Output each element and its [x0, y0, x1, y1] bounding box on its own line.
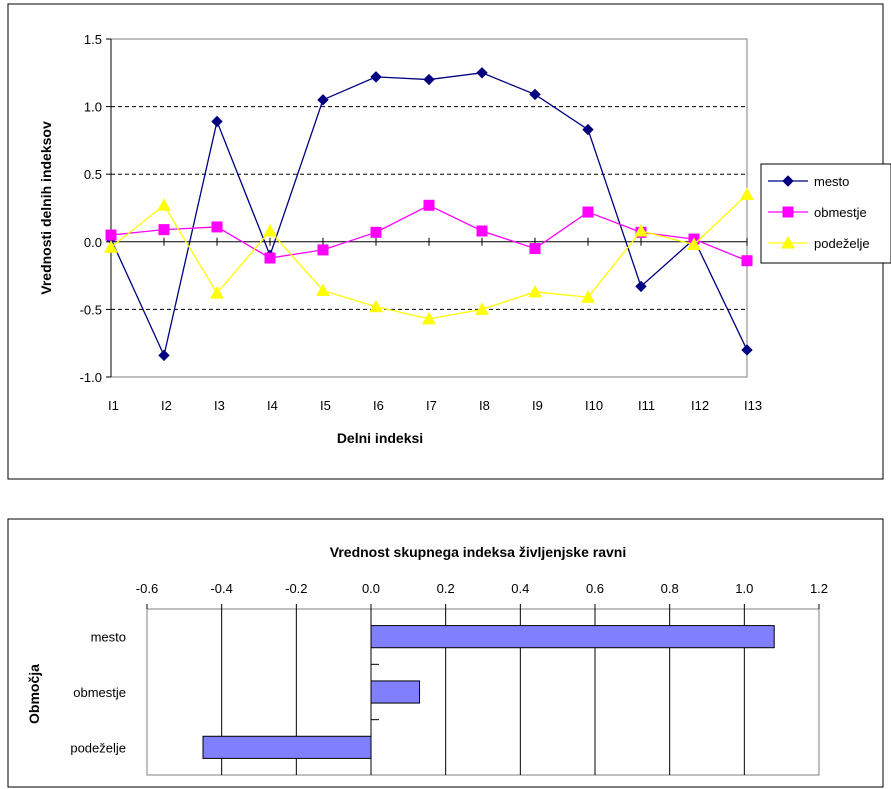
line-chart-x-tick-label: I3	[214, 398, 225, 413]
line-chart-x-tick-label: I5	[320, 398, 331, 413]
line-chart-y-tick-label: -0.5	[80, 302, 102, 317]
bar-chart-x-tick-label: -0.4	[210, 581, 232, 596]
line-chart-y-tick-label: 1.0	[84, 100, 102, 115]
line-chart-x-axis-label: Delni indeksi	[337, 430, 423, 446]
legend-marker	[783, 207, 793, 217]
bar-chart-x-tick-label: 0.6	[586, 581, 604, 596]
line-chart-x-tick-label: I4	[267, 398, 278, 413]
data-point	[159, 225, 169, 235]
data-point	[265, 253, 275, 263]
bar-chart-x-tick-label: -0.2	[285, 581, 307, 596]
line-chart-y-tick-label: 0.5	[84, 167, 102, 182]
bar-chart-x-tick-label: 1.2	[810, 581, 828, 596]
data-point	[318, 245, 328, 255]
line-chart-x-tick-label: I10	[585, 398, 603, 413]
bar-chart-category-label: mesto	[91, 630, 126, 645]
bar	[371, 626, 774, 648]
bar	[203, 736, 371, 758]
legend-label: podeželje	[814, 236, 870, 251]
bar-chart-x-tick-label: -0.6	[136, 581, 158, 596]
bar-chart-y-axis-label: Območja	[26, 664, 42, 724]
line-chart-x-tick-label: I12	[691, 398, 709, 413]
line-chart-y-tick-label: 0.0	[84, 235, 102, 250]
line-chart-x-tick-label: I7	[426, 398, 437, 413]
line-chart-y-tick-label: -1.0	[80, 370, 102, 385]
line-chart-x-tick-label: I13	[744, 398, 762, 413]
bar-chart-x-tick-label: 1.0	[735, 581, 753, 596]
line-chart-x-tick-label: I9	[532, 398, 543, 413]
data-point	[106, 230, 116, 240]
line-chart-x-tick-label: I1	[108, 398, 119, 413]
data-point	[530, 244, 540, 254]
data-point	[477, 226, 487, 236]
data-point	[742, 256, 752, 266]
line-chart-x-tick-label: I11	[638, 398, 655, 413]
bar-chart-x-tick-label: 0.2	[437, 581, 455, 596]
line-chart-x-tick-label: I2	[161, 398, 172, 413]
data-point	[371, 227, 381, 237]
line-chart-x-tick-label: I8	[479, 398, 490, 413]
bar-chart-category-label: podeželje	[70, 740, 126, 755]
legend-label: obmestje	[814, 205, 867, 220]
data-point	[583, 207, 593, 217]
line-chart-y-axis-label: Vrednosti delnih indeksov	[38, 121, 54, 295]
data-point	[212, 222, 222, 232]
bar-chart-x-tick-label: 0.4	[511, 581, 529, 596]
bar-chart-title: Vrednost skupnega indeksa življenjske ra…	[330, 544, 626, 560]
bar-chart-x-tick-label: 0.8	[661, 581, 679, 596]
line-chart-y-tick-label: 1.5	[84, 32, 102, 47]
line-chart-x-tick-label: I6	[373, 398, 384, 413]
legend-label: mesto	[814, 174, 849, 189]
data-point	[424, 200, 434, 210]
bar	[371, 681, 420, 703]
bar-chart-category-label: obmestje	[73, 685, 126, 700]
bar-chart-x-tick-label: 0.0	[362, 581, 380, 596]
